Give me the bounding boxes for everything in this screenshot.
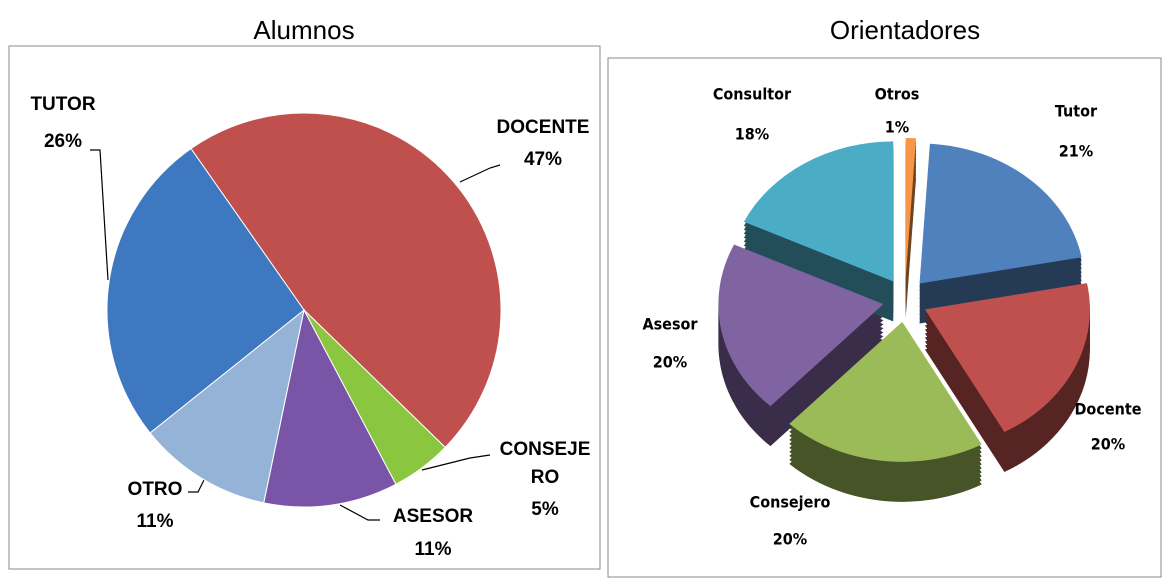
category-label: ASESOR bbox=[393, 506, 474, 527]
category-label: Tutor bbox=[1055, 102, 1098, 121]
value-label: 1% bbox=[885, 118, 909, 137]
value-label: 18% bbox=[735, 125, 769, 144]
category-label: CONSEJE RO bbox=[500, 439, 591, 488]
slice bbox=[190, 112, 502, 449]
slice bbox=[718, 244, 884, 407]
category-label: OTRO bbox=[128, 479, 183, 500]
slice bbox=[106, 147, 305, 434]
slice bbox=[919, 143, 1082, 284]
value-label: 11% bbox=[415, 539, 452, 560]
value-label: 21% bbox=[1059, 142, 1093, 161]
slice bbox=[263, 308, 397, 508]
category-label: TUTOR bbox=[30, 94, 95, 115]
chart-title: Alumnos bbox=[253, 15, 354, 45]
value-label: 47% bbox=[524, 149, 562, 170]
slice bbox=[149, 308, 305, 504]
value-label: 20% bbox=[653, 353, 687, 372]
category-label: Consejero bbox=[750, 493, 831, 512]
category-label: Docente bbox=[1074, 400, 1141, 419]
value-label: 5% bbox=[531, 499, 559, 520]
value-label: 11% bbox=[137, 511, 174, 532]
slice bbox=[924, 283, 1090, 433]
slice bbox=[743, 141, 894, 282]
category-label: Consultor bbox=[713, 85, 792, 104]
category-label: Asesor bbox=[642, 315, 698, 334]
value-label: 20% bbox=[773, 530, 807, 549]
value-label: 20% bbox=[1091, 435, 1125, 454]
value-label: 26% bbox=[44, 131, 82, 152]
chart-title: Orientadores bbox=[830, 15, 980, 45]
category-label: DOCENTE bbox=[497, 117, 590, 138]
category-label: Otros bbox=[875, 85, 920, 104]
leader-lines bbox=[90, 149, 501, 521]
slice bbox=[905, 138, 917, 279]
slice bbox=[789, 321, 982, 462]
